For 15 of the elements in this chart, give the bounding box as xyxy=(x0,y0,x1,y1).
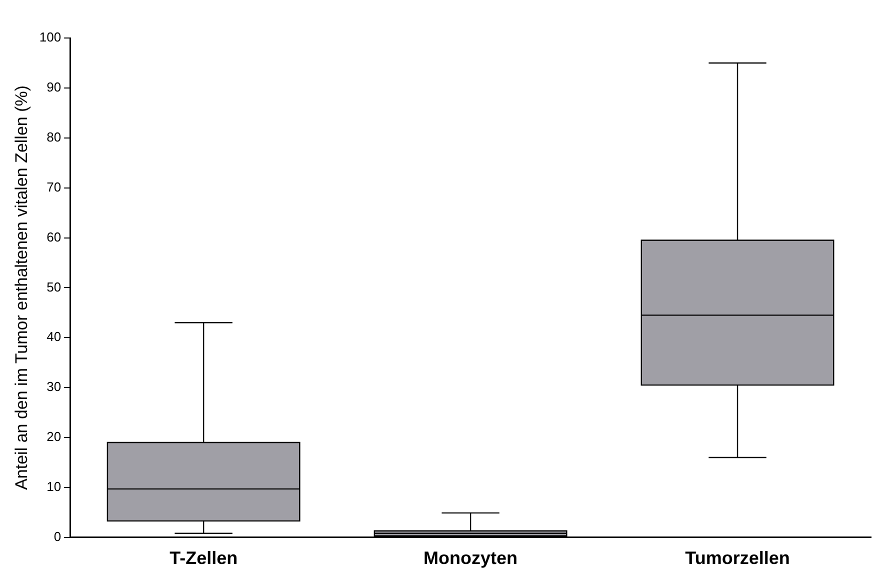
y-tick-label: 100 xyxy=(39,30,62,45)
y-tick-label: 40 xyxy=(46,329,62,344)
y-tick-label: 50 xyxy=(46,279,62,294)
y-axis-title: Anteil an den im Tumor enthaltenen vitalen Zellen (%) xyxy=(12,85,31,490)
y-tick-label: 30 xyxy=(46,379,62,394)
y-tick-label: 70 xyxy=(46,179,62,194)
y-tick-label: 0 xyxy=(54,528,62,544)
x-tick-label: Monozyten xyxy=(424,548,518,568)
y-tick-label: 80 xyxy=(46,129,62,144)
y-tick-label: 20 xyxy=(46,429,62,444)
y-tick-label: 60 xyxy=(46,229,62,244)
x-tick-label: T-Zellen xyxy=(170,548,238,568)
y-tick-label: 90 xyxy=(46,80,62,95)
x-tick-label: Tumorzellen xyxy=(685,548,790,568)
y-tick-label: 10 xyxy=(46,479,62,494)
